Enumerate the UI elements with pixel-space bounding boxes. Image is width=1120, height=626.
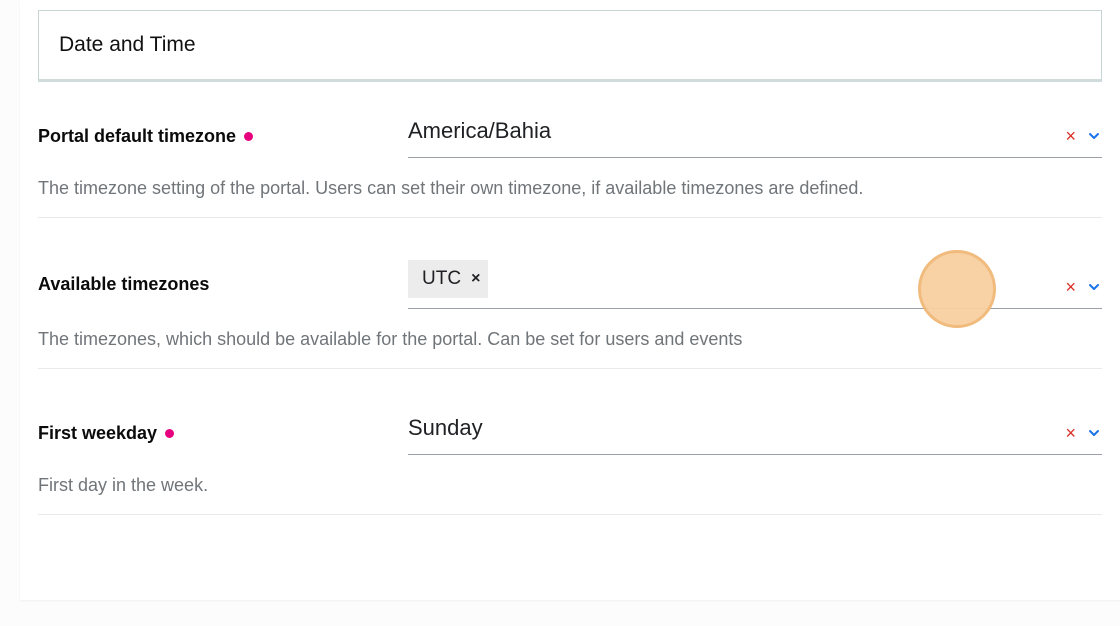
chip-label: UTC	[422, 268, 461, 290]
timezone-helper: The timezone setting of the portal. User…	[38, 158, 1102, 218]
section-title: Date and Time	[59, 33, 1081, 57]
available-label: Available timezones	[38, 274, 209, 295]
clear-icon[interactable]: ×	[1065, 127, 1076, 145]
clear-icon[interactable]: ×	[1065, 424, 1076, 442]
field-row-weekday: First weekday Sunday ×	[38, 369, 1102, 455]
clear-icon[interactable]: ×	[1065, 278, 1076, 296]
required-dot-icon	[244, 132, 253, 141]
chevron-down-icon[interactable]	[1086, 128, 1102, 144]
field-row-timezone: Portal default timezone America/Bahia ×	[38, 72, 1102, 158]
label-col: Available timezones	[38, 274, 408, 295]
required-dot-icon	[165, 429, 174, 438]
settings-panel: Date and Time Portal default timezone Am…	[20, 0, 1120, 600]
select-controls: ×	[1065, 424, 1102, 442]
weekday-helper: First day in the week.	[38, 455, 1102, 515]
label-col: Portal default timezone	[38, 126, 408, 147]
select-controls: ×	[1065, 278, 1102, 296]
label-col: First weekday	[38, 423, 408, 444]
chevron-down-icon[interactable]	[1086, 279, 1102, 295]
field-row-available: Available timezones UTC × ×	[38, 218, 1102, 309]
available-helper: The timezones, which should be available…	[38, 309, 1102, 369]
weekday-label: First weekday	[38, 423, 157, 444]
weekday-select[interactable]: Sunday ×	[408, 411, 1102, 455]
weekday-value: Sunday	[408, 415, 483, 441]
select-controls: ×	[1065, 127, 1102, 145]
available-select[interactable]: UTC × ×	[408, 260, 1102, 309]
timezone-label: Portal default timezone	[38, 126, 236, 147]
chip-remove-icon[interactable]: ×	[471, 270, 480, 288]
form-section: Portal default timezone America/Bahia × …	[20, 72, 1120, 515]
timezone-chip: UTC ×	[408, 260, 488, 298]
timezone-select[interactable]: America/Bahia ×	[408, 114, 1102, 158]
chevron-down-icon[interactable]	[1086, 425, 1102, 441]
timezone-value: America/Bahia	[408, 118, 551, 144]
